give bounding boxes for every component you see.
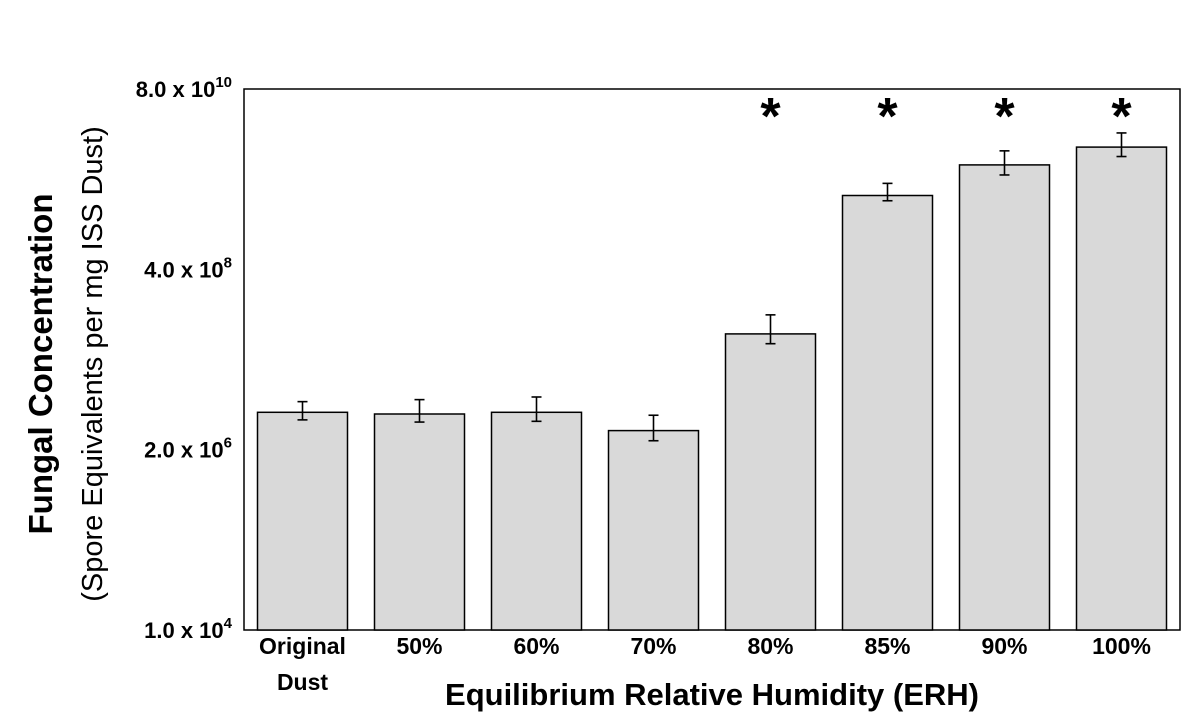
bar [724, 333, 817, 631]
bar [607, 429, 700, 631]
bar [490, 411, 583, 631]
error-bar [531, 396, 542, 423]
plot-frame-group [243, 88, 1181, 631]
x-tick-label: 80% [747, 633, 793, 659]
bar [256, 411, 349, 631]
x-tick-label: 100% [1092, 633, 1151, 659]
y-tick-label: 2.0 x 106 [144, 435, 232, 463]
error-bar [297, 400, 308, 421]
significance-star: * [994, 88, 1015, 146]
y-axis-title-line1: Fungal Concentration [22, 194, 59, 535]
y-tick-exponent: 8 [224, 254, 232, 271]
x-tick-label-line2: Dust [277, 669, 328, 695]
x-tick-label: 50% [396, 633, 442, 659]
plot-frame [243, 88, 1181, 631]
x-tick-label: 60% [513, 633, 559, 659]
x-tick-label: 90% [981, 633, 1027, 659]
significance-markers-layer: * * * * [760, 88, 1132, 146]
y-tick-mantissa: 1.0 x 10 [144, 618, 224, 643]
x-tick-label: 70% [630, 633, 676, 659]
error-bar [765, 314, 776, 345]
y-tick-label: 8.0 x 1010 [136, 74, 232, 102]
error-bars-layer [297, 132, 1127, 442]
x-tick-label: 85% [864, 633, 910, 659]
bar [841, 194, 934, 631]
y-tick-label: 4.0 x 108 [144, 254, 232, 282]
y-tick-exponent: 10 [215, 74, 232, 91]
error-bar [648, 414, 659, 442]
y-tick-mantissa: 2.0 x 10 [144, 438, 224, 463]
y-tick-mantissa: 8.0 x 10 [136, 77, 216, 102]
error-bar [414, 398, 425, 423]
bar [958, 164, 1051, 631]
y-tick-exponent: 6 [224, 435, 232, 452]
error-bar [882, 182, 893, 202]
error-bar [1116, 132, 1127, 158]
x-axis-title: Equilibrium Relative Humidity (ERH) [445, 677, 979, 712]
x-tick-labels: Original Dust 50% 60% 70% 80% 85% 90% 100% [259, 633, 1151, 695]
error-bar [999, 150, 1010, 176]
y-tick-label: 1.0 x 104 [144, 615, 233, 643]
y-tick-exponent: 4 [224, 615, 233, 632]
y-tick-mantissa: 4.0 x 10 [144, 257, 224, 282]
x-tick-label: Original [259, 633, 346, 659]
y-tick-labels: 1.0 x 104 2.0 x 106 4.0 x 108 8.0 x 1010 [136, 74, 233, 643]
significance-star: * [1111, 88, 1132, 146]
bar [1075, 146, 1168, 631]
bars-layer [256, 146, 1168, 631]
bar [373, 413, 466, 631]
y-axis-title-line2: (Spore Equivalents per mg ISS Dust) [77, 126, 109, 601]
significance-star: * [760, 88, 781, 146]
significance-star: * [877, 88, 898, 146]
